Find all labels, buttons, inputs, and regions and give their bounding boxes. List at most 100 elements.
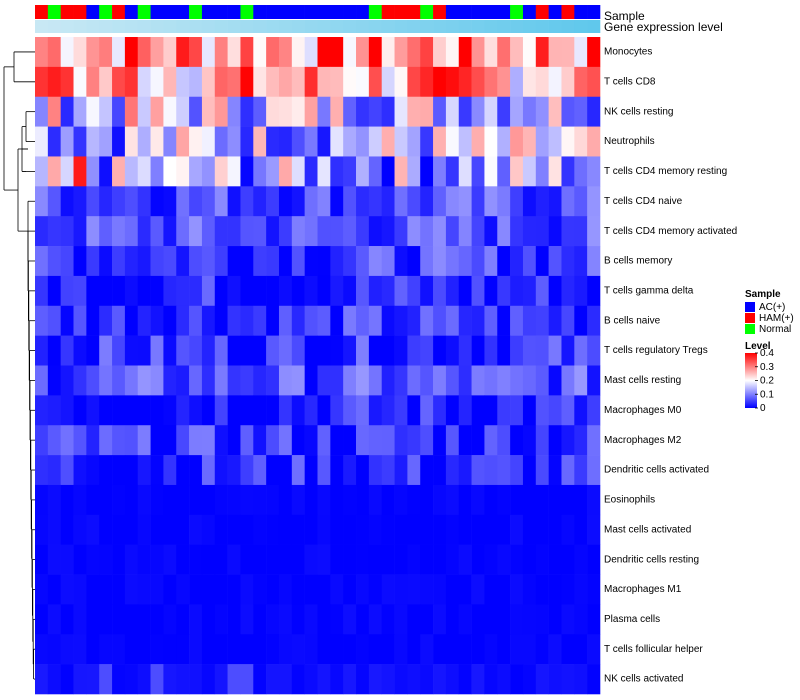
heatmap-cell <box>381 544 395 575</box>
heatmap-cell <box>368 66 383 98</box>
heatmap-cell <box>458 275 472 307</box>
heatmap-cell <box>535 484 549 516</box>
heatmap-cell <box>420 604 434 635</box>
heatmap-cell <box>445 395 460 426</box>
heatmap-cell <box>574 365 588 396</box>
heatmap-cell <box>304 634 318 665</box>
heatmap-cell <box>574 514 588 545</box>
heatmap-cell <box>253 126 267 157</box>
heatmap-cell <box>35 66 49 98</box>
heatmap-cell <box>86 216 100 247</box>
heatmap-cell <box>278 96 293 127</box>
heatmap-cell <box>433 126 447 157</box>
heatmap-cell <box>510 604 524 635</box>
heatmap-cell <box>176 126 190 157</box>
heatmap-cell <box>330 156 344 187</box>
heatmap-cell <box>587 425 601 456</box>
heatmap-cell <box>124 126 139 157</box>
heatmap-cell <box>99 246 113 277</box>
heatmap-cell <box>497 395 511 426</box>
expression-level-cell <box>150 20 164 33</box>
heatmap-cell <box>561 365 575 396</box>
heatmap-cell <box>484 305 498 336</box>
sample-annotation-cell <box>150 5 164 19</box>
heatmap-cell <box>304 305 318 336</box>
heatmap-cell <box>522 455 537 486</box>
heatmap-cell <box>86 66 100 98</box>
heatmap-cell <box>471 544 485 575</box>
heatmap-cell <box>420 156 434 187</box>
heatmap-cell <box>330 305 344 336</box>
sample-annotation-cell <box>99 5 113 19</box>
heatmap-cell <box>291 216 305 247</box>
heatmap-cell <box>35 425 49 456</box>
heatmap-cell <box>381 664 395 695</box>
heatmap-cell <box>561 544 575 575</box>
heatmap-cell <box>124 395 139 426</box>
heatmap-cell <box>278 395 293 426</box>
heatmap-cell <box>458 664 472 695</box>
heatmap-cell <box>407 66 421 98</box>
heatmap-cell <box>60 96 74 127</box>
heatmap-cell <box>150 484 164 516</box>
row-label: T cells regulatory Tregs <box>604 345 708 356</box>
heatmap-cell <box>548 37 562 68</box>
heatmap-cell <box>112 305 126 336</box>
heatmap-cell <box>433 574 447 605</box>
heatmap-cell <box>304 425 318 456</box>
heatmap-cell <box>381 395 395 426</box>
heatmap-cell <box>112 574 126 605</box>
sample-annotation-cell <box>291 5 305 19</box>
heatmap-cell <box>60 66 74 98</box>
heatmap-cell <box>548 514 562 545</box>
heatmap-cell <box>214 514 228 545</box>
sample-annotation-cell <box>522 5 537 19</box>
heatmap-cell <box>189 425 203 456</box>
heatmap-cell <box>137 425 151 456</box>
heatmap-cell <box>484 455 498 486</box>
heatmap-cell <box>471 126 485 157</box>
heatmap-cell <box>356 96 370 127</box>
heatmap-cell <box>458 186 472 217</box>
heatmap-cell <box>266 216 280 247</box>
heatmap-cell <box>548 425 562 456</box>
heatmap-cell <box>317 216 331 247</box>
expression-level-cell <box>381 20 395 33</box>
heatmap-cell <box>497 156 511 187</box>
heatmap-cell <box>420 574 434 605</box>
heatmap-cell <box>86 96 100 127</box>
heatmap-cell <box>522 37 537 68</box>
heatmap-cell <box>214 246 228 277</box>
legend-swatch <box>745 324 755 334</box>
heatmap-cell <box>330 544 344 575</box>
legend-sample-label: Normal <box>759 324 791 335</box>
heatmap-cell <box>227 246 241 277</box>
heatmap-cell <box>86 186 100 217</box>
heatmap-cell <box>458 455 472 486</box>
heatmap-cell <box>394 484 408 516</box>
sample-annotation-track <box>35 5 601 19</box>
row-dendrogram <box>3 51 35 680</box>
heatmap-cell <box>47 544 61 575</box>
heatmap-cell <box>381 66 395 98</box>
heatmap-cell <box>433 544 447 575</box>
expression-level-cell <box>510 20 524 33</box>
heatmap-cell <box>317 425 331 456</box>
heatmap-cell <box>124 246 139 277</box>
heatmap-cell <box>201 514 216 545</box>
sample-annotation-cell <box>201 5 216 19</box>
heatmap-cell <box>561 604 575 635</box>
heatmap-cell <box>394 96 408 127</box>
heatmap-cell <box>291 425 305 456</box>
heatmap-cell <box>291 305 305 336</box>
heatmap-cell <box>73 216 87 247</box>
heatmap-cell <box>548 484 562 516</box>
heatmap-cell <box>150 664 164 695</box>
heatmap-cell <box>381 455 395 486</box>
heatmap-cell <box>214 96 228 127</box>
sample-annotation-cell <box>304 5 318 19</box>
heatmap-cell <box>214 37 228 68</box>
heatmap-cell <box>317 544 331 575</box>
heatmap-cell <box>497 246 511 277</box>
row-label: Mast cells activated <box>604 524 691 535</box>
